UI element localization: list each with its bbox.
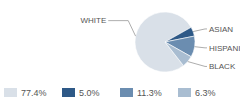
pie: [135, 12, 195, 72]
slice-label: BLACK: [209, 62, 236, 71]
slice-labels: WHITE ASIAN HISPANIC BLACK: [80, 16, 240, 71]
slice-label: WHITE: [80, 16, 106, 25]
pie-slice: [165, 42, 191, 66]
slice-label: ASIAN: [209, 25, 233, 34]
slice-label: HISPANIC: [209, 44, 240, 53]
legend-label: 11.3%: [137, 88, 162, 98]
leader-line: [188, 62, 207, 67]
chart: WHITE ASIAN HISPANIC BLACK 77.4% 5.0% 11.3% 6.3…: [0, 0, 240, 100]
leader-line: [195, 47, 207, 48]
legend-swatch: [120, 88, 133, 97]
legend: 77.4% 5.0% 11.3% 6.3%: [4, 88, 216, 98]
legend-swatch: [4, 88, 17, 97]
leader-line: [108, 21, 135, 36]
leader-line: [193, 29, 207, 32]
legend-swatch: [62, 88, 75, 97]
legend-label: 5.0%: [79, 88, 100, 98]
legend-label: 6.3%: [195, 88, 216, 98]
legend-swatch: [178, 88, 191, 97]
legend-label: 77.4%: [21, 88, 47, 98]
